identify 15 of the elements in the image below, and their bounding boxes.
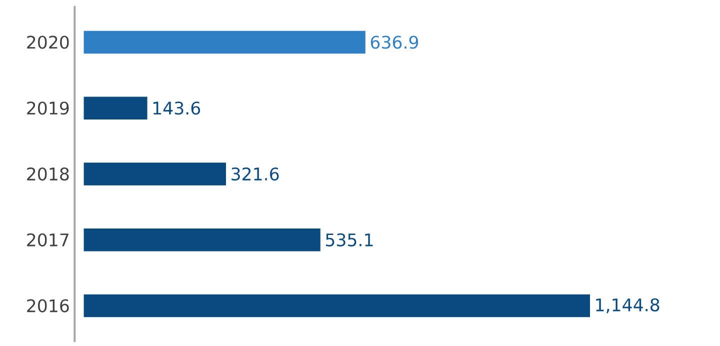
y-tick-label: 2019 [27,102,69,115]
bar [84,96,148,120]
data-label: 1,144.8 [596,298,660,314]
y-tick-label: 2017 [27,233,68,246]
data-label: 535.1 [326,233,373,246]
bar [84,228,320,252]
data-label: 321.6 [232,167,279,181]
bar [84,30,366,54]
data-label: 636.9 [370,36,418,49]
bar [84,162,226,186]
y-tick-label: 2018 [27,167,69,181]
bar [84,294,590,318]
y-tick-label: 2020 [27,36,69,49]
y-tick-label: 2016 [27,299,69,312]
data-label: 143.6 [153,102,200,115]
